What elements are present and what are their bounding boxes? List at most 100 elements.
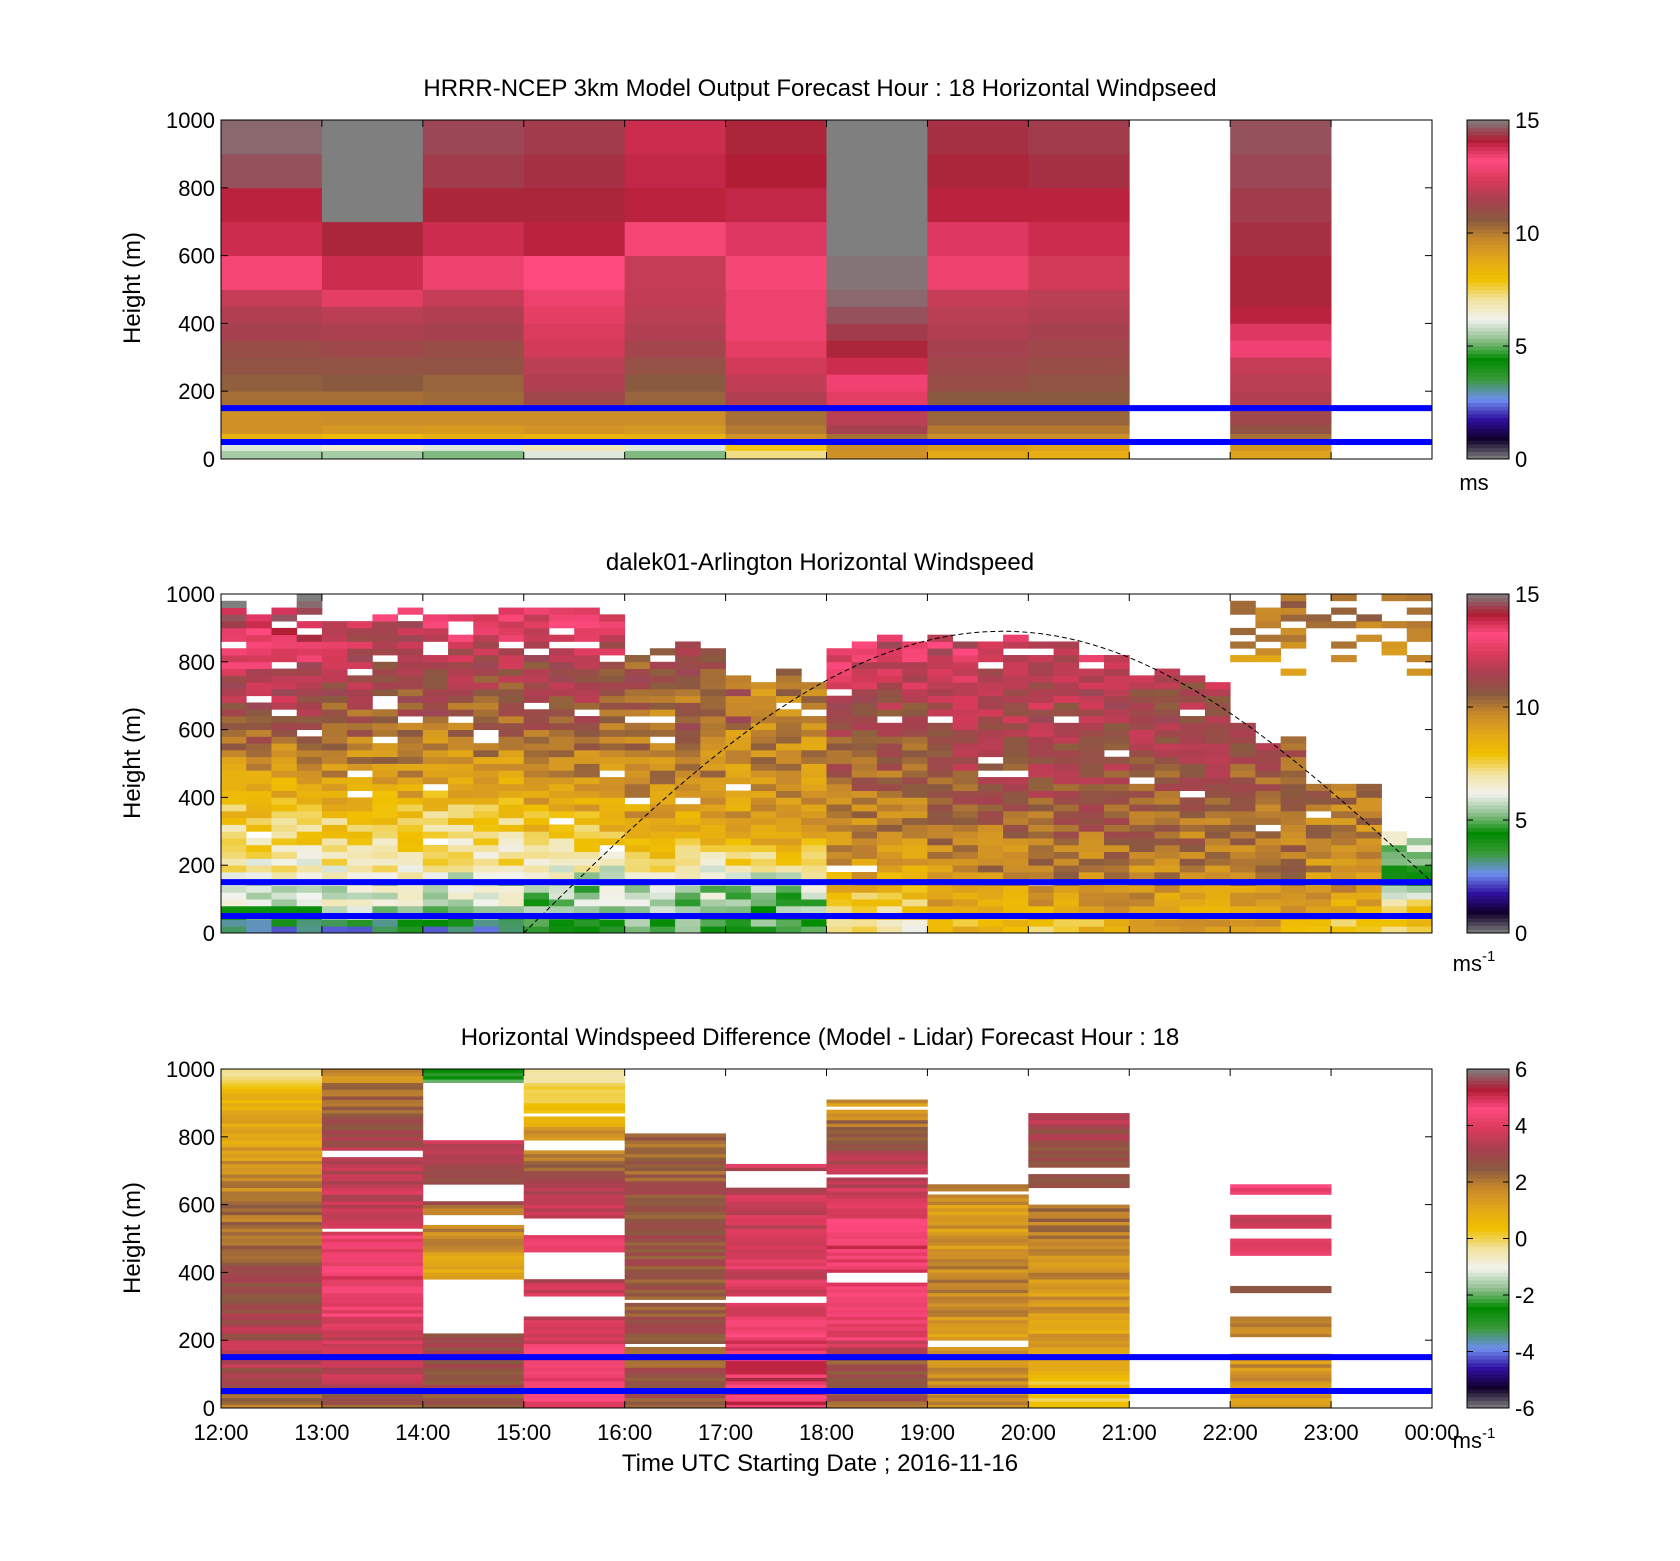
heatmap-cell: [296, 722, 323, 730]
heatmap-cell: [523, 1350, 626, 1355]
heatmap-cell: [221, 1221, 323, 1226]
heatmap-cell: [221, 627, 247, 636]
colorbar-segment: [1467, 1377, 1509, 1383]
heatmap-cell: [826, 1184, 928, 1189]
heatmap-cell: [776, 736, 802, 744]
heatmap-cell: [448, 871, 474, 880]
panel-lidar-colorbar-unit-exponent: -1: [1482, 948, 1495, 965]
heatmap-cell: [321, 433, 424, 443]
colorbar-segment: [1467, 1099, 1509, 1104]
heatmap-cell: [725, 187, 827, 223]
heatmap-cell: [826, 743, 853, 751]
heatmap-cell: [1179, 919, 1206, 927]
heatmap-cell: [851, 702, 878, 710]
colorbar-segment: [1467, 349, 1509, 355]
heatmap-cell: [271, 810, 298, 819]
heatmap-cell: [1331, 844, 1357, 853]
heatmap-cell: [927, 1248, 1029, 1253]
heatmap-cell: [977, 736, 1004, 744]
heatmap-cell: [851, 899, 878, 907]
heatmap-cell: [1028, 824, 1054, 832]
heatmap-cell: [1230, 722, 1256, 730]
heatmap-cell: [952, 702, 979, 710]
heatmap-cell: [826, 1404, 928, 1409]
heatmap-cell: [1028, 425, 1130, 434]
heatmap-cell: [624, 1133, 726, 1138]
heatmap-cell: [1028, 790, 1054, 798]
heatmap-cell: [725, 391, 827, 409]
heatmap-cell: [574, 892, 600, 900]
heatmap-cell: [624, 1170, 726, 1175]
colorbar-segment: [1467, 1170, 1509, 1175]
heatmap-cell: [246, 675, 272, 683]
heatmap-cell: [498, 770, 525, 778]
colorbar-segment: [1467, 695, 1509, 700]
heatmap-cell: [776, 899, 802, 907]
heatmap-cell: [321, 255, 424, 290]
heatmap-cell: [1028, 668, 1054, 676]
heatmap-cell: [624, 1350, 726, 1355]
heatmap-cell: [448, 892, 474, 900]
heatmap-cell: [422, 340, 525, 358]
heatmap-cell: [296, 594, 323, 602]
colorbar-segment: [1467, 297, 1509, 302]
colorbar-segment: [1467, 895, 1509, 900]
colorbar-tick-label: 2: [1515, 1170, 1527, 1195]
heatmap-cell: [624, 743, 651, 751]
heatmap-cell: [246, 655, 272, 663]
heatmap-cell: [498, 919, 525, 927]
heatmap-cell: [927, 1272, 1029, 1277]
heatmap-cell: [1104, 844, 1130, 853]
colorbar-frame: [1466, 593, 1510, 934]
heatmap-cell: [1028, 722, 1054, 730]
heatmap-cell: [599, 851, 626, 859]
heatmap-cell: [548, 777, 575, 785]
heatmap-cell: [574, 777, 600, 785]
colorbar-segment: [1467, 1076, 1509, 1081]
heatmap-cell: [523, 668, 550, 676]
heatmap-cell: [1305, 899, 1332, 907]
heatmap-cell: [448, 899, 474, 907]
heatmap-cell: [1179, 729, 1206, 737]
heatmap-cell: [1230, 1380, 1332, 1385]
heatmap-cell: [1028, 885, 1054, 893]
heatmap-cell: [624, 1136, 726, 1141]
x-tick-label: 15:00: [496, 1420, 551, 1445]
heatmap-cell: [624, 306, 726, 324]
heatmap-cell: [1104, 892, 1130, 900]
heatmap-cell: [422, 450, 525, 460]
heatmap-cell: [498, 695, 525, 703]
heatmap-cell: [1230, 655, 1256, 663]
heatmap-cell: [1154, 919, 1181, 927]
heatmap-cell: [624, 1221, 726, 1226]
heatmap-cell: [599, 763, 626, 771]
heatmap-cell: [725, 1248, 827, 1253]
heatmap-cell: [826, 1191, 928, 1195]
colorbar-segment: [1467, 1185, 1509, 1191]
heatmap-cell: [826, 885, 853, 893]
heatmap-cell: [321, 1330, 424, 1334]
heatmap-cell: [851, 749, 878, 758]
heatmap-cell: [347, 899, 373, 907]
heatmap-cell: [1104, 831, 1130, 839]
heatmap-cell: [624, 1245, 726, 1250]
heatmap-cell: [750, 892, 777, 900]
heatmap-cell: [952, 892, 979, 900]
heatmap-cell: [1356, 865, 1382, 873]
heatmap-cell: [321, 1194, 424, 1199]
heatmap-cell: [624, 1258, 726, 1263]
heatmap-cell: [826, 1207, 928, 1212]
heatmap-cell: [1003, 865, 1029, 873]
heatmap-cell: [246, 838, 272, 846]
heatmap-cell: [321, 1191, 424, 1195]
heatmap-cell: [750, 736, 777, 744]
heatmap-cell: [649, 804, 676, 812]
colorbar-segment: [1467, 1144, 1509, 1149]
heatmap-cell: [1230, 749, 1256, 758]
heatmap-cell: [523, 1133, 626, 1138]
heatmap-cell: [221, 1238, 323, 1243]
heatmap-cell: [422, 655, 449, 663]
heatmap-cell: [574, 810, 600, 819]
heatmap-cell: [624, 391, 726, 409]
heatmap-cell: [1028, 892, 1054, 900]
